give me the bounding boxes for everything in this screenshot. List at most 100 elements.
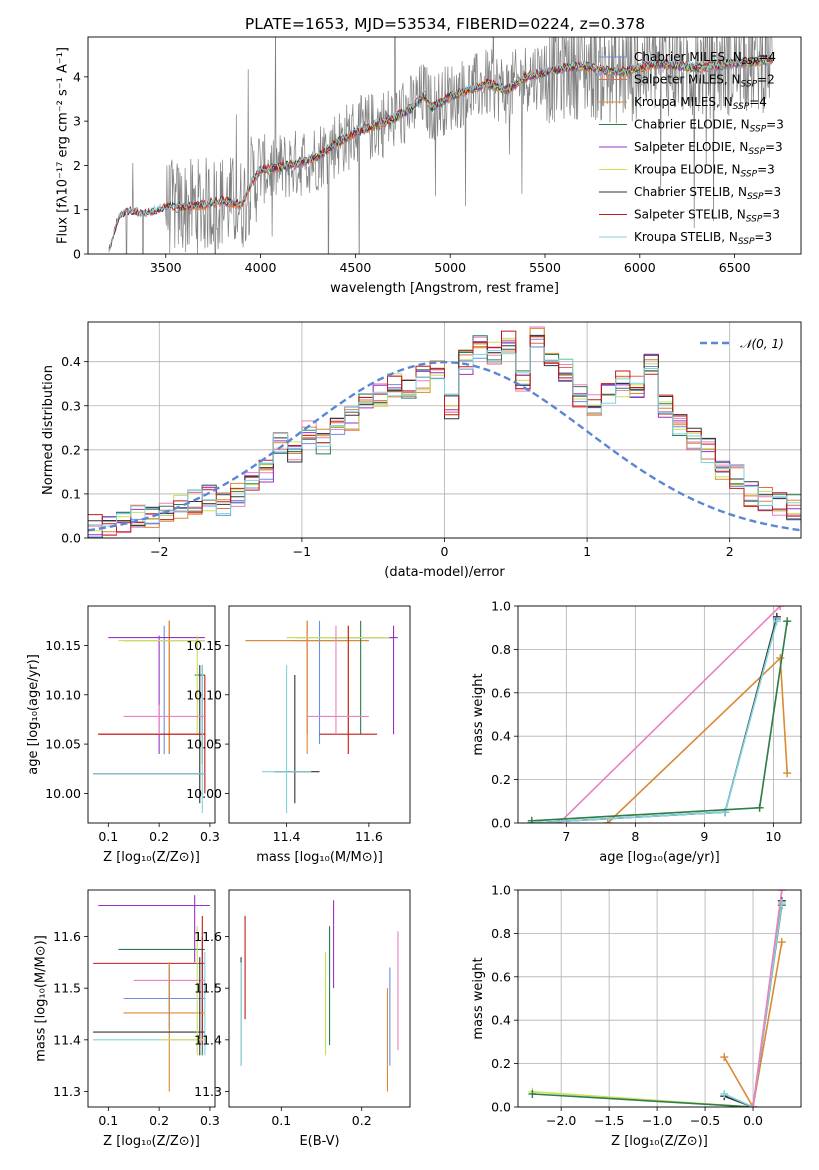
y-tick-label: 0.2	[61, 442, 81, 457]
x-axis-label: age [log₁₀(age/yr)]	[599, 850, 720, 865]
x-axis-label: Z [log₁₀(Z/Z⊙)]	[103, 850, 200, 865]
weight-marker	[777, 899, 786, 908]
spectrum-lines	[108, 37, 773, 254]
chart-layer: 3500 4000 4500 5000 5500 6000 6500 0 1 2 3 4 wavelen…	[26, 36, 802, 1149]
x-tick-label: 0	[441, 544, 449, 559]
axes-frame	[87, 321, 802, 539]
axes-frame	[87, 605, 216, 824]
mass_vs_ebv-axes: 0.1 0.2 11.3 11.4 11.5 11.6 E(B-V)	[194, 889, 411, 1149]
y-tick-label: 0.6	[491, 969, 511, 984]
x-tick-label: 0.3	[200, 829, 220, 844]
y-tick-label: 2	[73, 158, 81, 173]
x-tick-label: 0.2	[149, 829, 169, 844]
x-tick-label: −2.0	[546, 1113, 576, 1128]
y-tick-label: 0.0	[491, 1100, 511, 1115]
x-tick-label: 5500	[529, 260, 561, 275]
weight_vs_age-axes: 7 8 9 10 0.0 0.2 0.4 0.6 0.8 1.0 age [log₁₀(age/yr…	[471, 599, 802, 865]
axes-frame	[228, 889, 411, 1108]
x-tick-label: 4500	[339, 260, 371, 275]
y-tick-label: 0.0	[491, 816, 511, 831]
y-tick-label: 0.6	[491, 685, 511, 700]
weight-marker	[783, 617, 792, 626]
y-tick-label: 3	[73, 114, 81, 129]
x-axis-label: wavelength [Angstrom, rest frame]	[330, 281, 559, 296]
y-tick-label: 4	[73, 69, 81, 84]
y-tick-label: 0	[73, 247, 81, 262]
y-tick-label: 10.05	[186, 737, 222, 752]
axes-frame	[87, 36, 802, 255]
observed-spectrum	[108, 37, 773, 254]
weight-marker	[720, 1089, 729, 1098]
axes-frame	[228, 605, 411, 824]
x-tick-label: −2	[150, 544, 168, 559]
legend-entry: Kroupa STELIB, NSSP=3	[634, 230, 772, 247]
weight_vs_Z-axes: −2.0 −1.5 −1.0 −0.5 0.0 0.0 0.2 0.4 0.6 0.8 1.0 Z […	[471, 883, 802, 1149]
x-axis-label: Z [log₁₀(Z/Z⊙)]	[611, 1134, 708, 1149]
x-axis-label: Z [log₁₀(Z/Z⊙)]	[103, 1134, 200, 1149]
figure-title: PLATE=1653, MJD=53534, FIBERID=0224, z=0…	[245, 15, 645, 33]
x-tick-label: −1	[293, 544, 311, 559]
y-tick-label: 0.0	[61, 531, 81, 546]
y-tick-label: 10.00	[186, 786, 222, 801]
weight-line	[531, 616, 778, 823]
weight-line	[723, 902, 783, 1107]
weight_vs_Z-series	[528, 890, 786, 1107]
weight_vs_age-series	[527, 606, 792, 823]
legend-entry: Chabrier STELIB, NSSP=3	[634, 185, 781, 202]
histogram-lines	[88, 326, 801, 538]
y-tick-label: 11.5	[53, 981, 81, 996]
hist-kroupa-stelib	[88, 346, 801, 527]
y-axis-label: mass [log₁₀(M/M⊙)]	[33, 935, 48, 1062]
weight-marker	[776, 654, 785, 663]
mass_vs_Z-points	[93, 895, 210, 1092]
weight-marker	[603, 819, 612, 823]
y-tick-label: 10.00	[45, 786, 81, 801]
y-tick-label: 11.3	[53, 1084, 81, 1099]
legend-entry: Kroupa ELODIE, NSSP=3	[634, 163, 775, 180]
y-tick-label: 10.05	[45, 737, 81, 752]
y-tick-label: 11.3	[194, 1084, 222, 1099]
x-tick-label: 7	[562, 829, 570, 844]
age_vs_Z-axes: 0.1 0.2 0.3 10.00 10.05 10.10 10.15 Z [log₁₀(Z/…	[26, 605, 220, 865]
legend-entry: Chabrier ELODIE, NSSP=3	[634, 118, 784, 135]
y-axis-label: mass weight	[471, 673, 486, 755]
x-tick-label: 0.0	[743, 1113, 763, 1128]
y-tick-label: 10.10	[45, 687, 81, 702]
age_vs_Z-points	[93, 620, 206, 814]
x-tick-label: 0.1	[98, 829, 118, 844]
x-tick-label: 0.1	[271, 1113, 291, 1128]
y-axis-label: mass weight	[471, 957, 486, 1039]
x-tick-label: 8	[631, 829, 639, 844]
x-axis-label: (data-model)/error	[384, 565, 505, 580]
weight-marker	[749, 1103, 758, 1107]
y-tick-label: 0.4	[61, 354, 81, 369]
y-tick-label: 0.4	[491, 1013, 511, 1028]
y-tick-label: 1.0	[491, 883, 511, 898]
y-axis-label: age [log₁₀(age/yr)]	[26, 654, 41, 775]
y-tick-label: 0.1	[61, 486, 81, 501]
legend-entry: 𝒩(0, 1)	[740, 337, 784, 351]
y-tick-label: 0.2	[491, 1056, 511, 1071]
age_vs_mass-axes: 11.4 11.6 10.00 10.05 10.10 10.15 mass [log₁₀(…	[186, 605, 411, 865]
y-tick-label: 11.6	[194, 929, 222, 944]
y-tick-label: 11.4	[53, 1032, 81, 1047]
x-tick-label: 0.2	[149, 1113, 169, 1128]
weight-line	[752, 890, 783, 1107]
spectrum-axes: 3500 4000 4500 5000 5500 6000 6500 0 1 2 3 4 wavelen…	[56, 36, 802, 296]
mass_vs_ebv-points	[240, 900, 399, 1092]
weight-marker	[783, 769, 792, 778]
axes-frame	[517, 889, 802, 1108]
weight-marker	[527, 816, 536, 823]
legend-entry: Chabrier MILES, NSSP=4	[634, 50, 776, 67]
x-tick-label: 9	[700, 829, 708, 844]
y-axis-label: Normed distribution	[41, 365, 56, 495]
weight-marker	[776, 606, 785, 610]
weight-marker	[772, 617, 781, 626]
x-axis-label: E(B-V)	[299, 1134, 339, 1149]
x-tick-label: 11.6	[355, 829, 383, 844]
axes-frame	[517, 605, 802, 824]
weight-line	[723, 941, 783, 1107]
weight-marker	[555, 819, 564, 823]
x-tick-label: −1.0	[642, 1113, 672, 1128]
y-tick-label: 11.4	[194, 1032, 222, 1047]
